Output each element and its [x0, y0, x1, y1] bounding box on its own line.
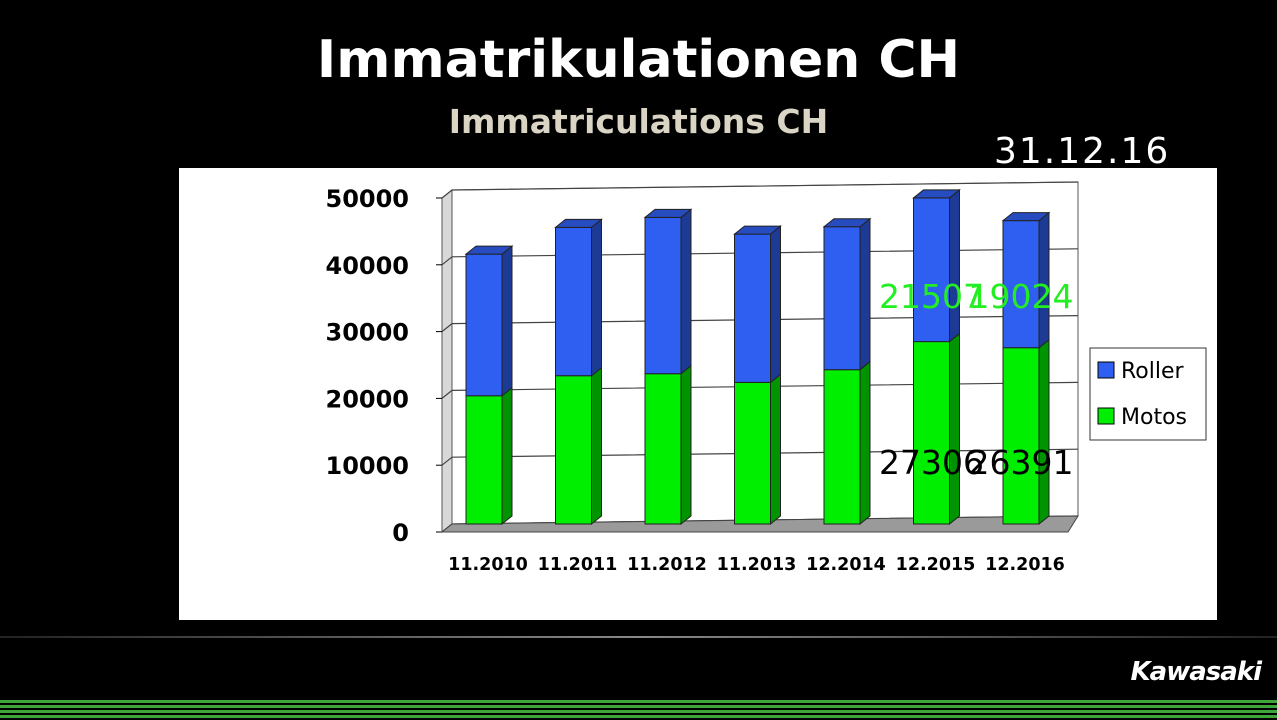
bar-side-motos-12.2016 [1038, 338, 1050, 526]
bar-motos-12.2015 [913, 341, 950, 525]
bar-top-roller-11.2012 [643, 208, 693, 218]
annotation-21507: 21507 [879, 277, 984, 316]
bar-motos-11.2013 [734, 381, 771, 525]
bar-top-roller-11.2010 [464, 245, 514, 255]
legend-swatch-motos [1097, 407, 1115, 425]
page-subtitle: Immatriculations CH [448, 102, 829, 141]
bar-side-motos-11.2010 [501, 386, 513, 526]
bar-side-motos-12.2015 [949, 332, 960, 526]
bar-side-roller-11.2012 [680, 208, 692, 375]
legend-swatch-roller [1097, 361, 1115, 379]
y-tick-label: 40000 [326, 252, 410, 280]
kawasaki-logo: Kawasaki [1130, 657, 1262, 687]
annotation-26391: 26391 [969, 443, 1074, 482]
y-tick-label: 50000 [326, 185, 410, 213]
x-tick-label: 11.2011 [538, 555, 618, 575]
bar-side-motos-12.2014 [859, 360, 871, 526]
y-tick-label: 20000 [326, 385, 410, 413]
bar-side-motos-11.2011 [591, 366, 602, 526]
x-tick-label: 12.2016 [985, 555, 1065, 575]
bar-motos-12.2014 [823, 369, 861, 525]
bar-top-roller-11.2013 [733, 225, 782, 235]
y-tick-label: 30000 [326, 319, 410, 347]
bar-side-roller-11.2013 [770, 225, 781, 384]
legend-label-roller: Roller [1121, 359, 1185, 384]
bar-side-motos-11.2012 [680, 364, 692, 526]
page-title: Immatrikulationen CH [316, 30, 961, 90]
annotation-19024: 19024 [969, 277, 1074, 316]
bar-roller-12.2016 [1002, 220, 1040, 349]
bar-roller-11.2011 [555, 226, 592, 377]
x-tick-label: 11.2013 [717, 555, 797, 575]
bar-roller-12.2015 [913, 197, 950, 343]
bar-motos-12.2016 [1002, 347, 1040, 525]
bar-motos-11.2010 [465, 395, 503, 525]
x-tick-label: 11.2012 [627, 555, 707, 575]
footer-stripes [0, 700, 1277, 720]
footer-divider [0, 636, 1277, 638]
date-label: 31.12.16 [994, 131, 1171, 172]
bar-side-roller-12.2014 [859, 217, 871, 371]
gridline [441, 181, 1079, 199]
bar-top-roller-12.2016 [1001, 212, 1051, 222]
bar-roller-11.2010 [465, 253, 503, 397]
bar-motos-11.2012 [644, 373, 682, 525]
bar-roller-11.2013 [734, 233, 771, 383]
x-tick-label: 12.2015 [896, 555, 976, 575]
x-tick-label: 11.2010 [448, 555, 528, 575]
bar-side-roller-12.2015 [949, 188, 960, 343]
annotation-27306: 27306 [879, 443, 984, 482]
bar-side-roller-11.2011 [591, 218, 602, 377]
bar-motos-11.2011 [555, 375, 592, 525]
bar-side-roller-11.2010 [501, 245, 513, 397]
bar-top-roller-12.2015 [912, 189, 961, 199]
legend-label-motos: Motos [1121, 405, 1187, 430]
bar-top-roller-12.2014 [822, 218, 872, 228]
bar-roller-12.2014 [823, 226, 861, 371]
bar-top-roller-11.2011 [554, 218, 603, 228]
y-tick-label: 10000 [326, 452, 410, 480]
x-tick-label: 12.2014 [806, 555, 886, 575]
y-tick-label: 0 [392, 519, 409, 547]
bar-side-motos-11.2013 [770, 373, 781, 526]
plot-side-wall [441, 188, 453, 534]
bar-roller-11.2012 [644, 216, 682, 375]
